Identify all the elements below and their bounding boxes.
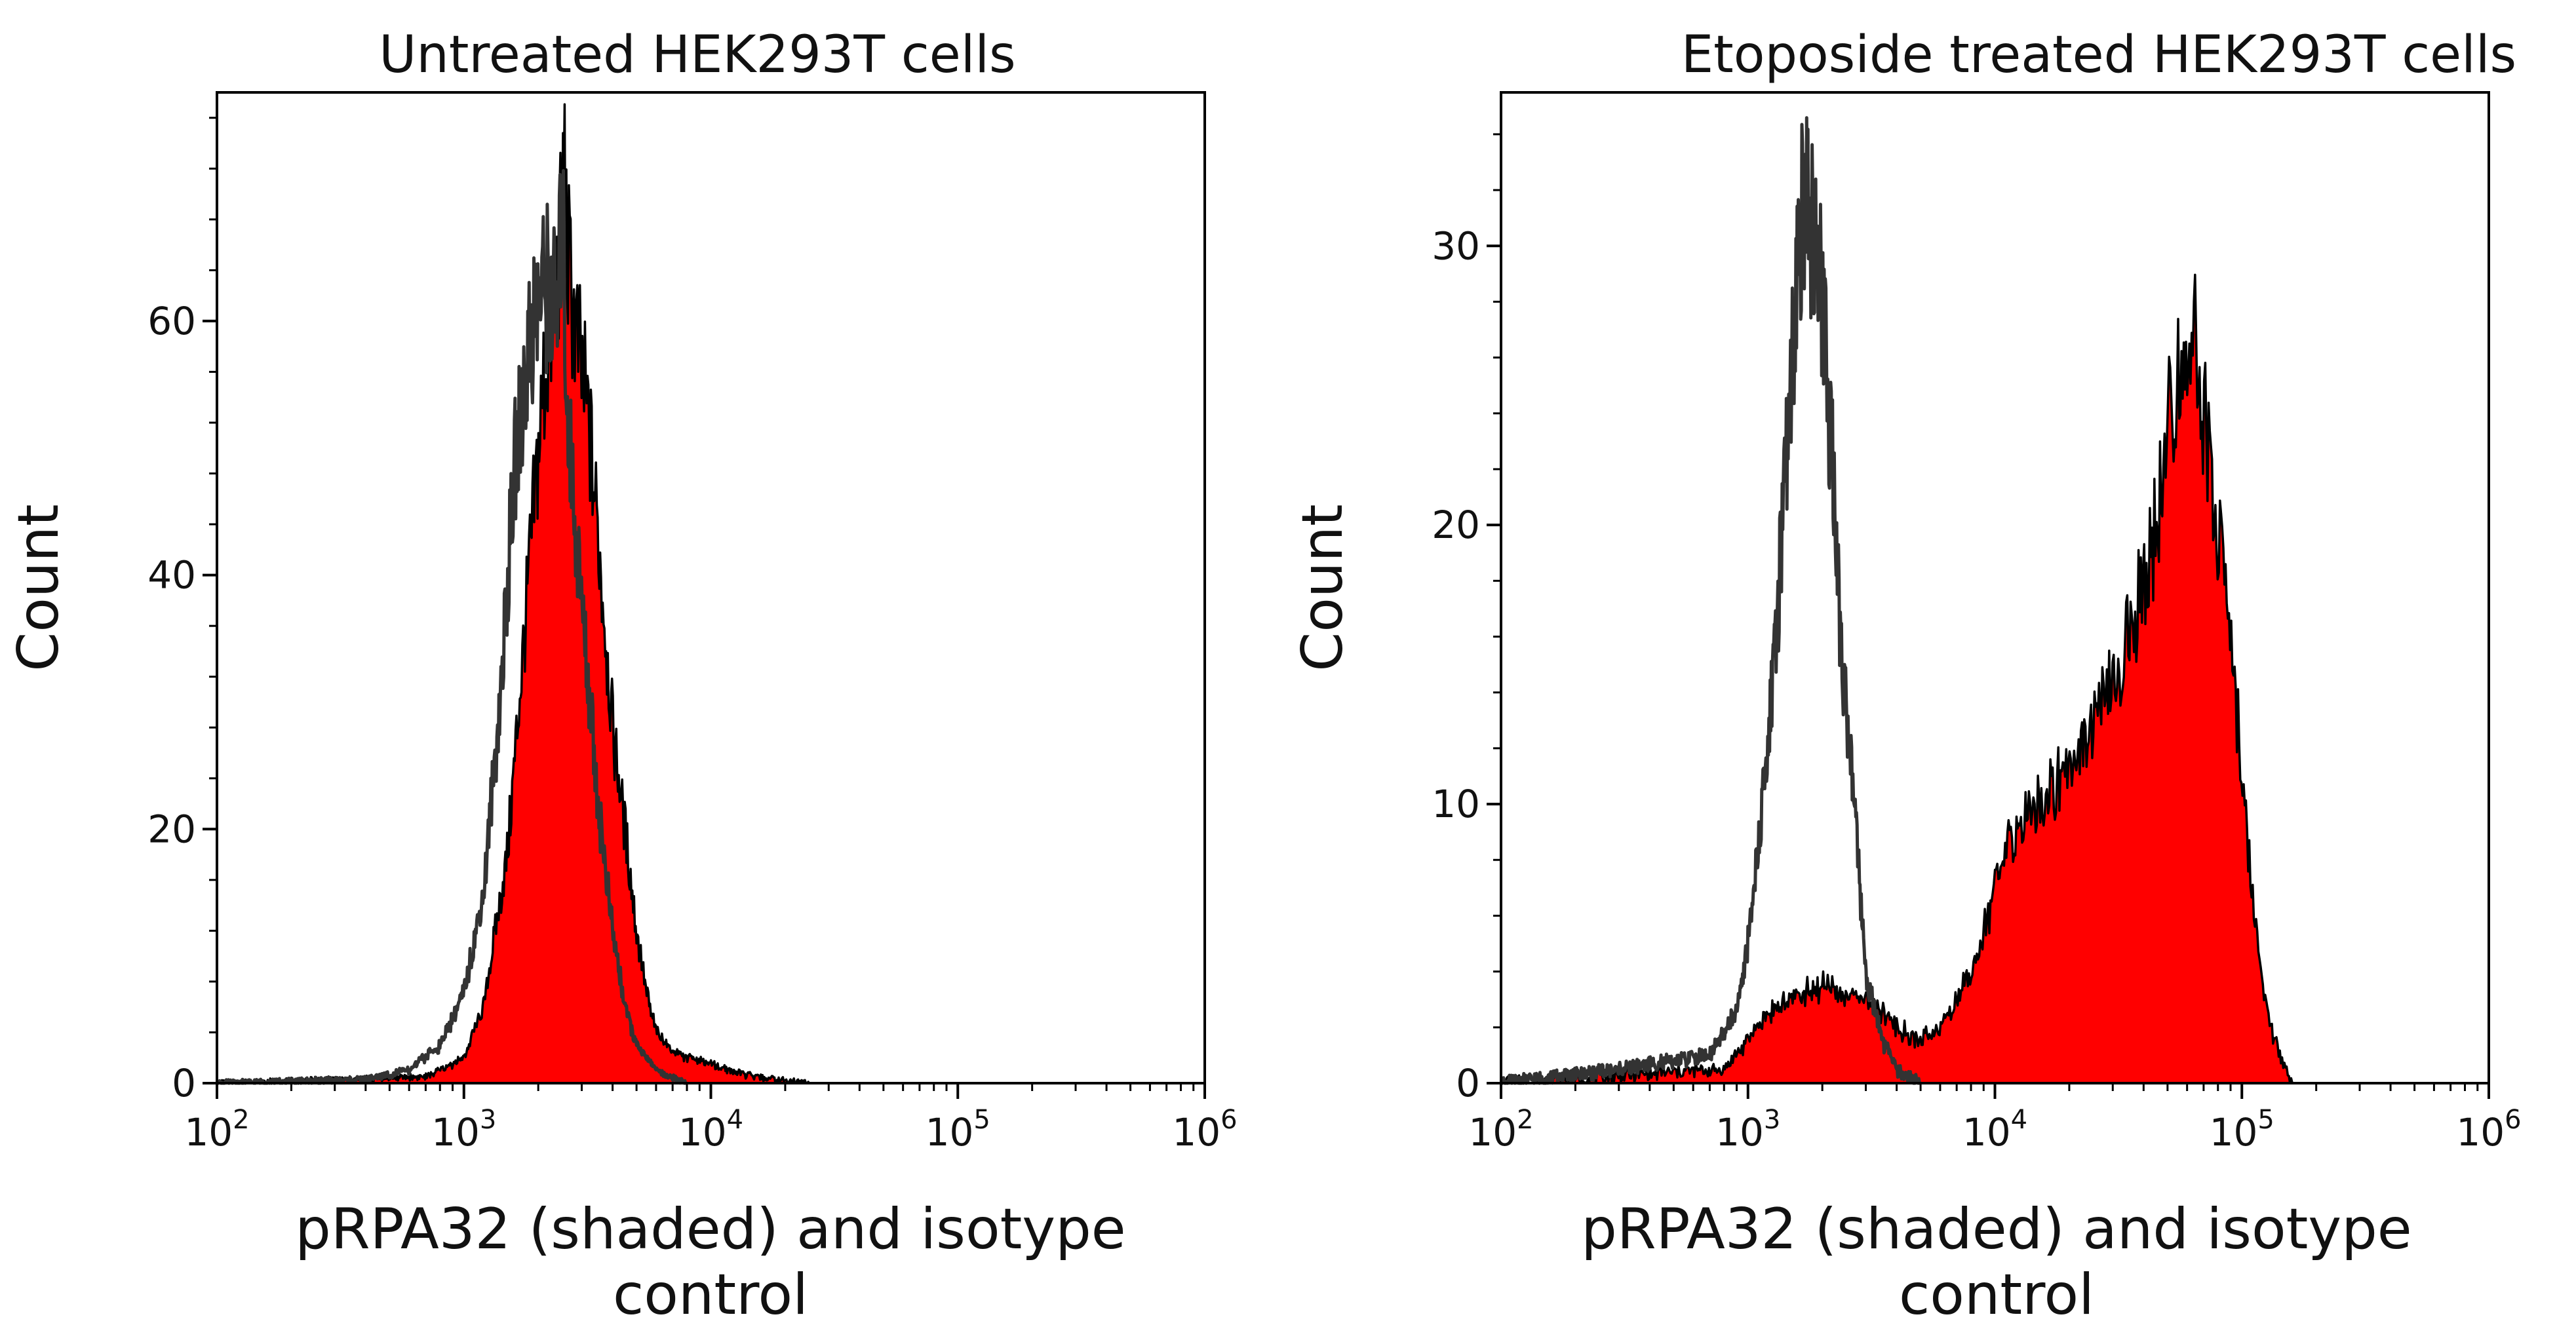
x-tick-label: 105	[2210, 1105, 2274, 1155]
series-shaded-pRPA32	[216, 103, 811, 1084]
x-axis-label-line1: pRPA32 (shaded) and isotype	[1581, 1197, 2411, 1262]
y-tick-label: 30	[1432, 223, 1480, 268]
x-tick-label: 102	[184, 1105, 249, 1155]
x-tick-label: 102	[1468, 1105, 1533, 1155]
tick-layer: 0 20 40 60 102 103 104 105 106	[147, 117, 1238, 1155]
panel-title: Etoposide treated HEK293T cells	[1681, 26, 2516, 85]
plot-frame	[216, 91, 1206, 1084]
y-tick-label: 20	[147, 807, 196, 851]
y-tick-label: 60	[147, 299, 196, 343]
y-tick-label: 0	[172, 1061, 196, 1105]
tick-layer: 0 10 20 30 102 103 104 105 106	[1432, 133, 2522, 1155]
y-tick-label: 20	[1432, 503, 1480, 547]
y-tick-label: 0	[1456, 1061, 1480, 1105]
x-axis-label-line2: control	[1899, 1262, 2094, 1323]
y-axis-label: Count	[6, 504, 71, 671]
series-line-isotype	[216, 169, 688, 1085]
x-tick-label: 106	[2456, 1105, 2521, 1155]
y-tick-label: 40	[147, 553, 196, 598]
x-tick-label: 103	[1715, 1105, 1780, 1155]
x-tick-label: 106	[1172, 1105, 1237, 1155]
series-line-isotype	[1500, 116, 1922, 1085]
x-axis-label-line2: control	[613, 1262, 808, 1323]
panel-etoposide: Etoposide treated HEK293T cells 0 10 20 30 1…	[1290, 26, 2522, 1323]
x-tick-label: 104	[678, 1105, 743, 1155]
x-tick-label: 105	[926, 1105, 990, 1155]
y-axis-label: Count	[1290, 504, 1356, 671]
series-shaded-pRPA32	[1500, 273, 2293, 1084]
x-tick-label: 104	[1962, 1105, 2027, 1155]
panel-title: Untreated HEK293T cells	[379, 26, 1015, 85]
x-axis-label-line1: pRPA32 (shaded) and isotype	[295, 1197, 1125, 1262]
series-layer	[216, 103, 811, 1085]
y-tick-label: 10	[1432, 782, 1480, 826]
panel-untreated: Untreated HEK293T cells 0 20 40 60 102 103 104…	[6, 26, 1238, 1323]
series-layer	[1500, 116, 2293, 1085]
x-tick-label: 103	[431, 1105, 496, 1155]
